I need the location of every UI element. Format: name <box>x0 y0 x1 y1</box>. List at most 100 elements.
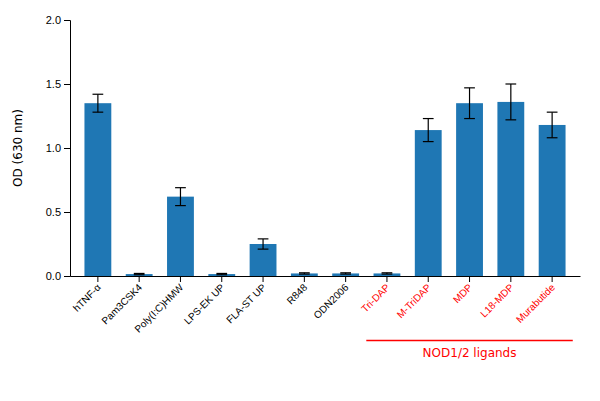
error-bar <box>134 273 145 274</box>
y-tick: 2.0 <box>46 14 70 26</box>
error-bar-stem <box>180 188 181 206</box>
error-bar-cap <box>340 272 351 273</box>
y-tick: 1.0 <box>46 142 70 154</box>
bar <box>332 273 359 276</box>
y-tick-mark <box>64 148 70 149</box>
x-tick: FLA-ST UP <box>224 276 268 325</box>
x-tick-mark <box>469 276 470 282</box>
x-tick: ODN2006 <box>311 276 351 321</box>
x-tick: Poly(I:C)HMW <box>132 276 185 335</box>
error-bar <box>216 273 227 274</box>
bar <box>497 102 524 276</box>
bar <box>415 130 442 276</box>
chart: 0.0 0.5 1.0 1.5 2.0 hTNF-αPam3CSK4Poly(I:C)HM… <box>0 0 600 401</box>
x-tick-label: L18-MDP <box>478 281 516 319</box>
error-bar-cap <box>547 137 558 138</box>
x-axis-line <box>71 276 581 277</box>
error-bar <box>299 273 310 274</box>
error-bar-cap <box>505 83 516 84</box>
x-tick-mark <box>386 276 387 282</box>
y-tick-mark <box>64 84 70 85</box>
bar <box>84 103 111 276</box>
x-tick-label: Poly(I:C)HMW <box>132 281 185 334</box>
error-bar <box>340 273 351 274</box>
error-bar <box>423 119 434 142</box>
x-tick-label: Pam3CSK4 <box>99 281 144 326</box>
error-bar-cap <box>134 273 145 274</box>
x-tick-mark <box>221 276 222 282</box>
y-tick: 0.0 <box>46 270 70 282</box>
bar <box>208 274 235 276</box>
y-tick-label: 0.5 <box>46 206 61 218</box>
y-axis-title: OD (630 nm) <box>11 109 25 187</box>
x-tick-mark <box>428 276 429 282</box>
x-tick: LPS-EK UP <box>182 276 227 326</box>
error-bar-cap <box>505 119 516 120</box>
error-bar-cap <box>299 273 310 274</box>
x-tick-mark <box>97 276 98 282</box>
x-tick-mark <box>180 276 181 282</box>
error-bar-cap <box>216 273 227 274</box>
error-bar-stem <box>552 112 553 138</box>
x-tick-label: Tri-DAP <box>359 281 392 314</box>
error-bar-cap <box>258 249 269 250</box>
error-bar-cap <box>299 272 310 273</box>
error-bar-stem <box>97 94 98 112</box>
error-bar <box>93 94 104 112</box>
x-tick-label: ODN2006 <box>311 281 351 321</box>
x-tick: Tri-DAP <box>359 276 392 314</box>
x-tick-label: Murabutide <box>514 281 557 324</box>
annotation-bracket <box>366 340 572 342</box>
error-bar-cap <box>464 87 475 88</box>
y-tick-mark <box>64 212 70 213</box>
bar <box>126 274 153 276</box>
error-bar-cap <box>93 94 104 95</box>
x-tick: hTNF-α <box>71 276 103 314</box>
error-bar-cap <box>423 141 434 142</box>
x-tick-mark <box>345 276 346 282</box>
x-axis: hTNF-αPam3CSK4Poly(I:C)HMWLPS-EK UPFLA-S… <box>71 276 581 335</box>
x-tick: M-TriDAP <box>395 276 434 320</box>
y-tick: 0.5 <box>46 206 70 218</box>
y-tick-label: 0.0 <box>46 270 61 282</box>
error-bar-cap <box>340 273 351 274</box>
x-tick-mark <box>304 276 305 282</box>
plot: 0.0 0.5 1.0 1.5 2.0 hTNF-αPam3CSK4Poly(I:C)HM… <box>11 14 581 360</box>
error-bar <box>258 239 269 249</box>
error-bar-cap <box>134 274 145 275</box>
x-tick-label: R848 <box>285 281 310 306</box>
error-bar-cap <box>547 112 558 113</box>
x-tick-label: MDP <box>451 281 475 305</box>
x-tick-label: LPS-EK UP <box>182 281 227 326</box>
error-bar-stem <box>510 84 511 120</box>
error-bar <box>505 84 516 120</box>
error-bar-cap <box>216 274 227 275</box>
bar <box>539 125 566 276</box>
y-axis-line <box>64 21 71 277</box>
error-bar <box>175 188 186 206</box>
x-tick-label: FLA-ST UP <box>224 281 268 325</box>
error-bar-cap <box>175 205 186 206</box>
error-bar-cap <box>423 118 434 119</box>
x-tick-mark <box>552 276 553 282</box>
y-axis: 0.0 0.5 1.0 1.5 2.0 <box>46 14 71 282</box>
x-tick: Pam3CSK4 <box>99 276 144 326</box>
bar <box>250 244 277 276</box>
x-tick: R848 <box>285 276 310 306</box>
y-tick-label: 1.0 <box>46 142 61 154</box>
x-tick-label: M-TriDAP <box>395 281 434 320</box>
x-tick-mark <box>263 276 264 282</box>
x-tick: Murabutide <box>514 276 557 325</box>
bar <box>291 273 318 276</box>
error-bar-stem <box>428 119 429 142</box>
x-tick: L18-MDP <box>478 276 516 319</box>
x-tick: MDP <box>451 276 475 305</box>
error-bar <box>464 88 475 119</box>
error-bar-cap <box>382 272 393 273</box>
error-bar-stem <box>469 88 470 119</box>
bar <box>167 197 194 276</box>
error-bar <box>547 112 558 138</box>
x-tick-mark <box>510 276 511 282</box>
y-tick: 1.5 <box>46 78 70 90</box>
x-tick-mark <box>139 276 140 282</box>
